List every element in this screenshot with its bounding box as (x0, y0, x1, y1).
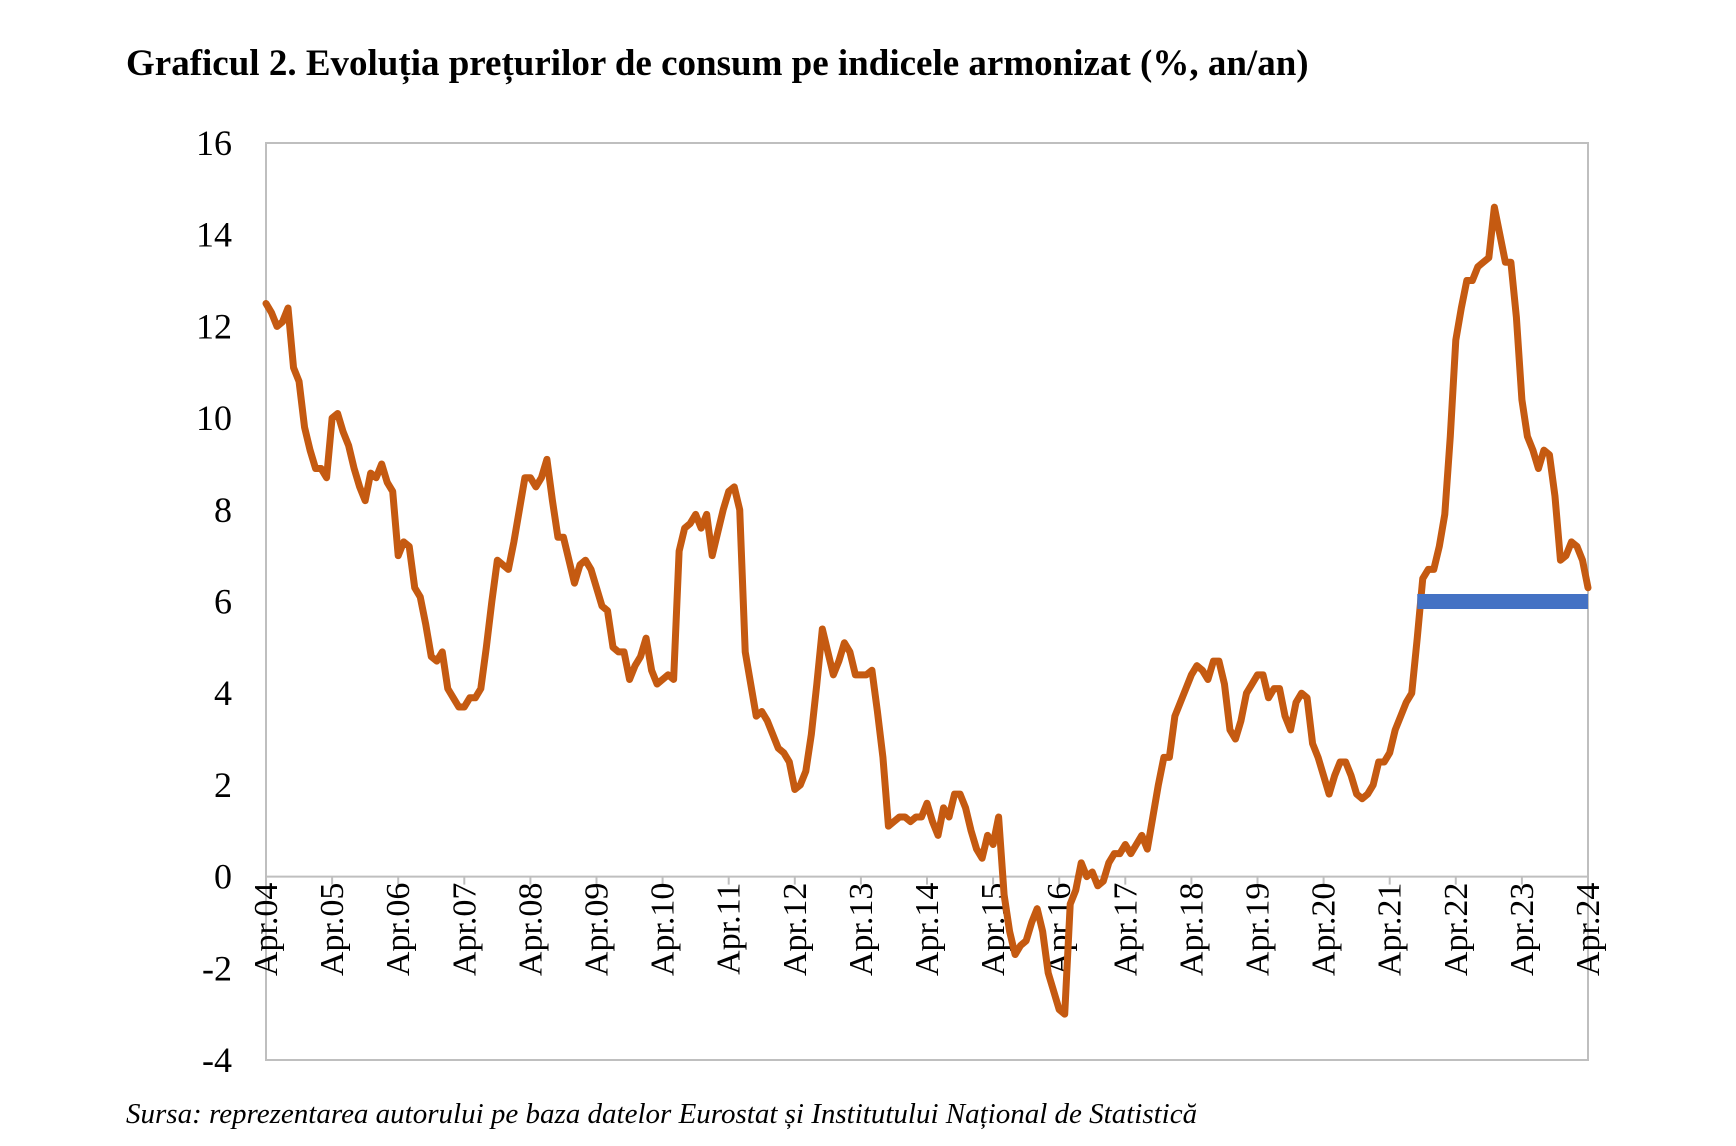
x-tick-label: Apr.14 (909, 883, 946, 977)
y-tick-label: 12 (196, 306, 232, 346)
y-tick-label: 14 (196, 215, 232, 255)
x-tick-label: Apr.12 (777, 883, 814, 977)
x-tick-label: Apr.05 (314, 883, 351, 977)
y-tick-label: -2 (202, 948, 232, 988)
y-tick-label: 0 (214, 857, 232, 897)
x-tick-label: Apr.08 (512, 883, 549, 977)
series-line-hicp (262, 203, 1592, 1018)
x-tick-label: Apr.18 (1173, 883, 1210, 977)
chart-title: Graficul 2. Evoluția prețurilor de consu… (126, 43, 1309, 84)
x-tick-label: Apr.19 (1240, 883, 1277, 977)
y-tick-label: 10 (196, 398, 232, 438)
y-tick-label: 6 (214, 582, 232, 622)
x-tick-label: Apr.13 (843, 883, 880, 977)
x-tick-label: Apr.06 (380, 883, 417, 977)
y-tick-label: -4 (202, 1040, 232, 1080)
x-tick-label: Apr.23 (1504, 883, 1541, 977)
x-tick-label: Apr.20 (1306, 883, 1343, 977)
y-tick-label: 4 (214, 673, 232, 713)
chart-source-note: Sursa: reprezentarea autorului pe baza d… (126, 1098, 1198, 1130)
x-tick-label: Apr.21 (1372, 883, 1409, 977)
y-tick-label: 16 (196, 123, 232, 163)
x-tick-label: Apr.09 (579, 883, 616, 977)
x-tick-label: Apr.07 (446, 883, 483, 977)
x-tick-label: Apr.24 (1570, 883, 1607, 977)
y-tick-label: 8 (214, 490, 232, 530)
x-tick-label: Apr.10 (645, 883, 682, 977)
x-tick-label: Apr.17 (1107, 883, 1144, 977)
x-tick-label: Apr.04 (248, 883, 285, 977)
x-tick-label: Apr.11 (711, 883, 748, 975)
y-tick-label: 2 (214, 765, 232, 805)
x-tick-label: Apr.22 (1438, 883, 1475, 977)
